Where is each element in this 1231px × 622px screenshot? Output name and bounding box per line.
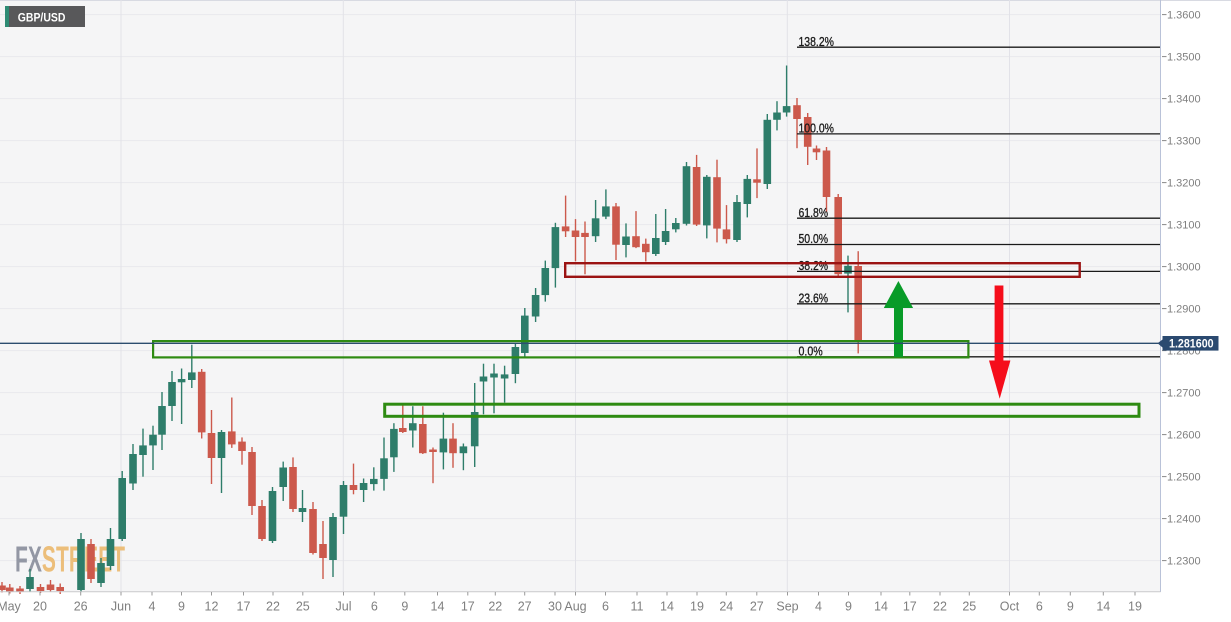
svg-text:9: 9: [845, 600, 852, 614]
svg-text:1.3100: 1.3100: [1167, 220, 1201, 232]
svg-text:1.3200: 1.3200: [1167, 178, 1201, 190]
svg-text:20: 20: [33, 600, 47, 614]
svg-text:14: 14: [874, 600, 888, 614]
svg-text:4: 4: [149, 600, 156, 614]
svg-text:Aug: Aug: [564, 600, 586, 614]
svg-text:12: 12: [205, 600, 219, 614]
svg-text:138.2%: 138.2%: [799, 35, 834, 49]
svg-text:Oct: Oct: [1000, 600, 1020, 614]
svg-text:17: 17: [903, 600, 917, 614]
svg-text:4: 4: [815, 600, 822, 614]
svg-text:22: 22: [488, 600, 502, 614]
svg-text:100.0%: 100.0%: [799, 122, 834, 136]
svg-text:1.281600: 1.281600: [1169, 337, 1214, 351]
svg-text:1.2600: 1.2600: [1167, 430, 1201, 442]
svg-text:9: 9: [401, 600, 408, 614]
svg-text:1.3300: 1.3300: [1167, 136, 1201, 148]
svg-text:1.2700: 1.2700: [1167, 388, 1201, 400]
svg-text:6: 6: [602, 600, 609, 614]
svg-text:25: 25: [296, 600, 310, 614]
svg-text:Jul: Jul: [336, 600, 352, 614]
svg-text:11: 11: [631, 600, 644, 614]
svg-text:1.3400: 1.3400: [1167, 94, 1201, 106]
svg-text:Jun: Jun: [111, 600, 131, 614]
svg-text:61.8%: 61.8%: [799, 206, 829, 220]
svg-text:6: 6: [371, 600, 378, 614]
svg-text:9: 9: [1067, 600, 1074, 614]
svg-text:22: 22: [266, 600, 280, 614]
svg-text:27: 27: [518, 600, 532, 614]
svg-text:1.2500: 1.2500: [1167, 472, 1201, 484]
svg-text:50.0%: 50.0%: [799, 232, 829, 246]
svg-text:1.3000: 1.3000: [1167, 262, 1201, 274]
svg-text:0.0%: 0.0%: [799, 344, 823, 358]
svg-text:6: 6: [1036, 600, 1043, 614]
svg-text:May: May: [0, 600, 22, 614]
svg-text:17: 17: [237, 600, 251, 614]
svg-text:24: 24: [719, 600, 733, 614]
svg-text:30: 30: [548, 600, 562, 614]
svg-text:26: 26: [74, 600, 88, 614]
svg-text:19: 19: [1128, 600, 1142, 614]
svg-text:23.6%: 23.6%: [799, 291, 829, 305]
svg-text:Sep: Sep: [776, 600, 798, 614]
svg-text:14: 14: [1096, 600, 1110, 614]
svg-text:17: 17: [461, 600, 475, 614]
svg-text:14: 14: [431, 600, 445, 614]
svg-text:1.2400: 1.2400: [1167, 514, 1201, 526]
svg-text:1.2300: 1.2300: [1167, 556, 1201, 568]
svg-text:19: 19: [690, 600, 704, 614]
svg-text:1.3600: 1.3600: [1167, 10, 1201, 22]
svg-text:25: 25: [962, 600, 976, 614]
svg-text:38.2%: 38.2%: [799, 259, 829, 273]
svg-text:9: 9: [178, 600, 185, 614]
svg-text:22: 22: [933, 600, 947, 614]
svg-text:GBP/USD: GBP/USD: [18, 12, 66, 24]
svg-text:14: 14: [660, 600, 674, 614]
svg-text:1.3500: 1.3500: [1167, 52, 1201, 64]
svg-text:1.2900: 1.2900: [1167, 304, 1201, 316]
svg-text:27: 27: [750, 600, 764, 614]
svg-text:FXSTREET: FXSTREET: [15, 540, 125, 580]
